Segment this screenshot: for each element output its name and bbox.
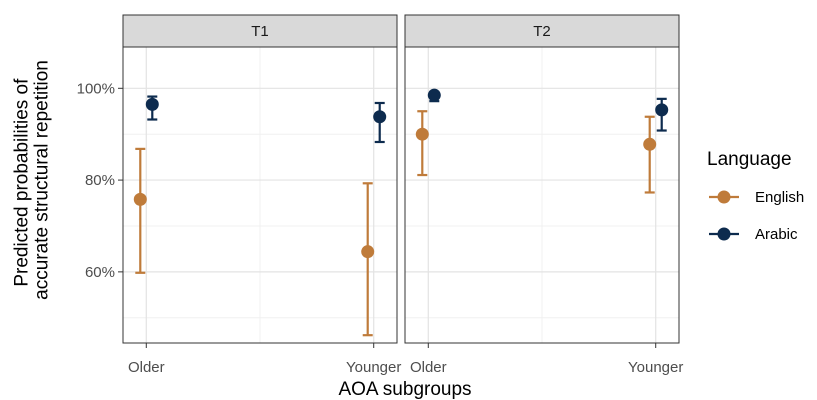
data-point bbox=[415, 127, 429, 141]
series-english bbox=[133, 147, 375, 337]
panel-border bbox=[122, 46, 398, 344]
data-point bbox=[643, 137, 657, 151]
facet-strip bbox=[122, 14, 398, 48]
y-axis-title-line-1: Predicted probabilities of bbox=[11, 78, 32, 287]
x-axis-title: AOA subgroups bbox=[338, 379, 471, 400]
legend-entry-arabic: Arabic bbox=[709, 226, 798, 243]
series-english bbox=[415, 110, 657, 194]
data-point bbox=[133, 192, 147, 206]
error-bar bbox=[417, 110, 428, 177]
panels: T1 T2 bbox=[122, 14, 680, 344]
facet-label: T1 bbox=[251, 23, 269, 40]
legend-key-point bbox=[717, 227, 731, 241]
data-point bbox=[655, 103, 669, 117]
legend: Language English Arabic bbox=[707, 149, 804, 243]
panel-border bbox=[404, 46, 680, 344]
data-point bbox=[361, 245, 375, 259]
facet-strip bbox=[404, 14, 680, 48]
error-bar bbox=[644, 115, 655, 194]
panel-t2: T2 bbox=[404, 14, 680, 344]
x-tick-label: Younger bbox=[346, 359, 401, 376]
x-axis: Older Younger Older Younger bbox=[128, 343, 683, 376]
y-tick-label: 80% bbox=[85, 172, 115, 189]
y-axis-title-line-2: accurate structural repetition bbox=[31, 60, 52, 300]
legend-key-point bbox=[717, 190, 731, 204]
y-tick-label: 60% bbox=[85, 264, 115, 281]
y-tick-label: 100% bbox=[77, 80, 115, 97]
legend-title: Language bbox=[707, 149, 792, 170]
panel-t1: T1 bbox=[122, 14, 398, 344]
legend-label: English bbox=[755, 189, 804, 206]
legend-label: Arabic bbox=[755, 226, 798, 243]
x-tick-label: Older bbox=[410, 359, 447, 376]
series-arabic bbox=[145, 95, 387, 144]
x-tick-label: Younger bbox=[628, 359, 683, 376]
facet-label: T2 bbox=[533, 23, 551, 40]
legend-entry-english: English bbox=[709, 189, 804, 206]
x-tick-label: Older bbox=[128, 359, 165, 376]
data-point bbox=[427, 88, 441, 102]
y-axis-title: Predicted probabilities of accurate stru… bbox=[11, 60, 52, 300]
error-bar bbox=[362, 182, 373, 337]
data-point bbox=[145, 97, 159, 111]
series-arabic bbox=[427, 88, 669, 132]
error-bar bbox=[135, 147, 146, 274]
data-point bbox=[373, 110, 387, 124]
y-axis: 60% 80% 100% bbox=[77, 80, 123, 281]
